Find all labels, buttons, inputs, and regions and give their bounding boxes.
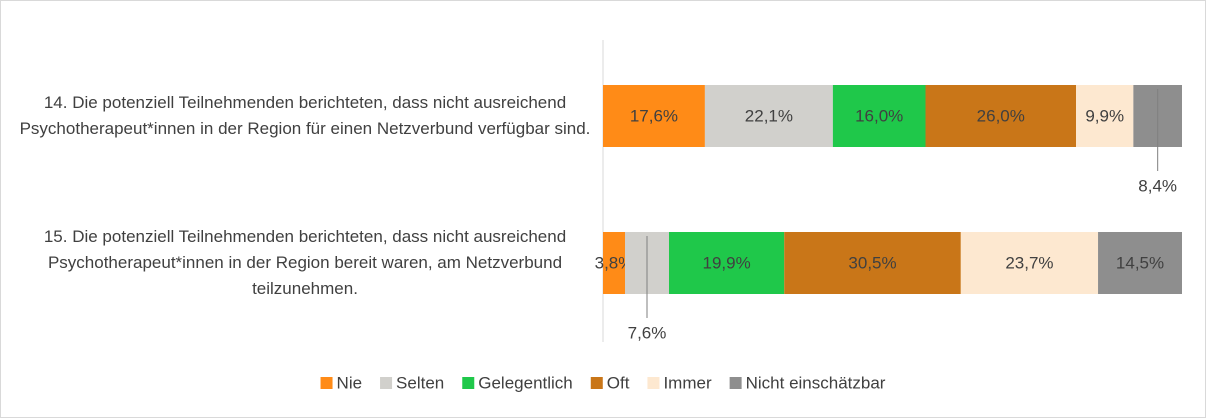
data-label: 23,7% (1005, 253, 1053, 272)
legend-swatch (462, 377, 475, 389)
data-label: 26,0% (977, 106, 1025, 125)
bar-segment (784, 232, 961, 294)
data-label: 19,9% (703, 253, 751, 272)
legend-label: Oft (607, 373, 630, 392)
data-label: 22,1% (745, 106, 793, 125)
data-label: 3,8% (595, 253, 634, 272)
bar-segment (669, 232, 785, 294)
data-label: 17,6% (630, 106, 678, 125)
data-label: 7,6% (628, 323, 667, 342)
bar-segment (925, 85, 1077, 147)
legend-label: Immer (663, 373, 712, 392)
bar-segment (1076, 85, 1134, 147)
legend-label: Selten (396, 373, 444, 392)
bar-segment (1098, 232, 1182, 294)
legend-label: Nie (337, 373, 363, 392)
bar-segment (832, 85, 926, 147)
legend-swatch (647, 377, 660, 389)
bar-segment (603, 85, 705, 147)
data-label: 30,5% (848, 253, 896, 272)
legend-label: Nicht einschätzbar (746, 373, 886, 392)
category-label: 14. Die potenziell Teilnehmenden bericht… (19, 93, 591, 138)
legend-swatch (320, 377, 333, 389)
legend-swatch (380, 377, 393, 389)
legend-label: Gelegentlich (478, 373, 573, 392)
bar-segment (704, 85, 833, 147)
category-label: 15. Die potenziell Teilnehmenden bericht… (43, 227, 567, 298)
legend-swatch (590, 377, 603, 389)
legend-swatch (729, 377, 742, 389)
legend: Nie Selten Gelegentlich Oft Immer Nicht einsc… (320, 373, 886, 392)
bar-segment (603, 232, 626, 294)
data-label: 14,5% (1116, 253, 1164, 272)
data-label: 9,9% (1085, 106, 1124, 125)
data-label: 16,0% (855, 106, 903, 125)
bar-segment (960, 232, 1099, 294)
data-label: 8,4% (1138, 176, 1177, 195)
